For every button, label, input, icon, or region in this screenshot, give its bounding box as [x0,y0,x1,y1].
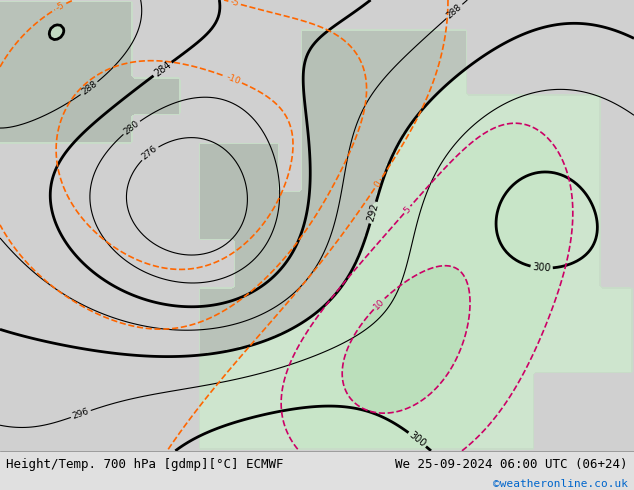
Text: Height/Temp. 700 hPa [gdmp][°C] ECMWF: Height/Temp. 700 hPa [gdmp][°C] ECMWF [6,458,284,471]
Text: 292: 292 [366,202,380,223]
Text: -5: -5 [229,0,240,8]
Text: 288: 288 [445,2,464,21]
Text: 284: 284 [152,59,173,78]
Text: -5: -5 [55,0,67,13]
Text: 5: 5 [402,205,413,215]
Text: 300: 300 [407,430,428,449]
Text: ©weatheronline.co.uk: ©weatheronline.co.uk [493,479,628,489]
Text: We 25-09-2024 06:00 UTC (06+24): We 25-09-2024 06:00 UTC (06+24) [395,458,628,471]
Text: 10: 10 [372,296,386,311]
Text: 0: 0 [372,179,383,189]
Text: -10: -10 [225,73,242,86]
Text: 288: 288 [80,79,99,97]
Text: 300: 300 [532,262,551,273]
Text: 296: 296 [71,407,91,421]
Text: 276: 276 [140,144,159,162]
Text: 280: 280 [122,119,141,136]
